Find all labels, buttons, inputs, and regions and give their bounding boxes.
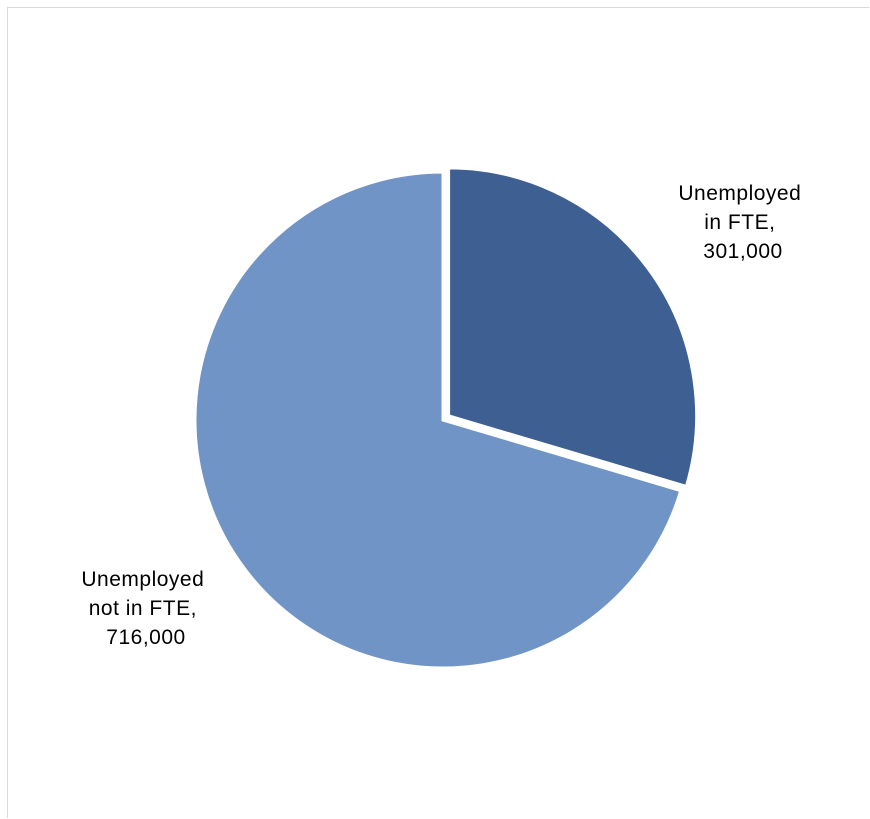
label-line: not in FTE,	[89, 597, 197, 620]
slice-unemployed-not-in-fte	[193, 170, 683, 670]
label-line: in FTE,	[704, 211, 775, 234]
slice-label-not-in-fte: Unemployed not in FTE, 716,000	[81, 568, 210, 649]
label-line: Unemployed	[678, 182, 801, 205]
label-line: 716,000	[106, 626, 185, 649]
slice-unemployed-in-fte	[447, 166, 699, 489]
pie-slices	[193, 166, 699, 670]
label-line: Unemployed	[81, 568, 204, 591]
slice-label-in-fte: Unemployed in FTE, 301,000	[678, 182, 807, 263]
label-line: 301,000	[703, 240, 782, 263]
